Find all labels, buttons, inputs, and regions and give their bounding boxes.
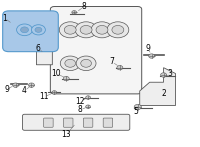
Circle shape xyxy=(86,105,90,108)
Text: 2: 2 xyxy=(161,89,166,98)
Text: 3: 3 xyxy=(167,69,172,78)
Circle shape xyxy=(76,56,96,71)
Circle shape xyxy=(112,25,124,34)
Circle shape xyxy=(134,104,141,110)
Circle shape xyxy=(60,56,80,71)
FancyBboxPatch shape xyxy=(103,118,113,127)
Text: 9: 9 xyxy=(145,44,150,53)
Circle shape xyxy=(161,73,167,77)
Circle shape xyxy=(52,91,57,94)
Circle shape xyxy=(75,22,97,38)
Circle shape xyxy=(64,25,76,34)
Circle shape xyxy=(107,22,129,38)
Circle shape xyxy=(96,25,108,34)
Text: 8: 8 xyxy=(82,2,86,11)
Circle shape xyxy=(31,25,45,35)
Circle shape xyxy=(86,96,90,99)
Circle shape xyxy=(91,22,113,38)
Text: 8: 8 xyxy=(78,105,83,114)
Text: 7: 7 xyxy=(109,57,114,66)
Text: 10: 10 xyxy=(51,69,61,78)
Circle shape xyxy=(21,27,28,33)
Polygon shape xyxy=(140,68,175,106)
Polygon shape xyxy=(36,39,52,65)
FancyBboxPatch shape xyxy=(83,118,93,127)
Text: 12: 12 xyxy=(75,97,85,106)
Circle shape xyxy=(81,59,91,67)
FancyBboxPatch shape xyxy=(44,118,53,127)
Circle shape xyxy=(117,66,123,70)
FancyBboxPatch shape xyxy=(3,11,58,52)
Circle shape xyxy=(80,25,92,34)
Text: 1: 1 xyxy=(2,14,7,23)
Text: 13: 13 xyxy=(61,130,71,139)
Text: 9: 9 xyxy=(4,85,9,94)
Circle shape xyxy=(72,11,77,14)
FancyBboxPatch shape xyxy=(50,6,142,94)
Circle shape xyxy=(28,83,34,87)
Circle shape xyxy=(63,76,69,81)
Text: 11: 11 xyxy=(40,92,49,101)
FancyBboxPatch shape xyxy=(23,114,130,130)
Circle shape xyxy=(149,54,155,58)
Text: 5: 5 xyxy=(133,107,138,116)
Circle shape xyxy=(35,27,42,32)
Circle shape xyxy=(17,24,32,36)
Text: 6: 6 xyxy=(36,44,41,53)
Circle shape xyxy=(59,22,81,38)
FancyBboxPatch shape xyxy=(63,118,73,127)
Circle shape xyxy=(65,59,76,67)
Circle shape xyxy=(13,83,19,87)
Text: 4: 4 xyxy=(22,86,27,95)
